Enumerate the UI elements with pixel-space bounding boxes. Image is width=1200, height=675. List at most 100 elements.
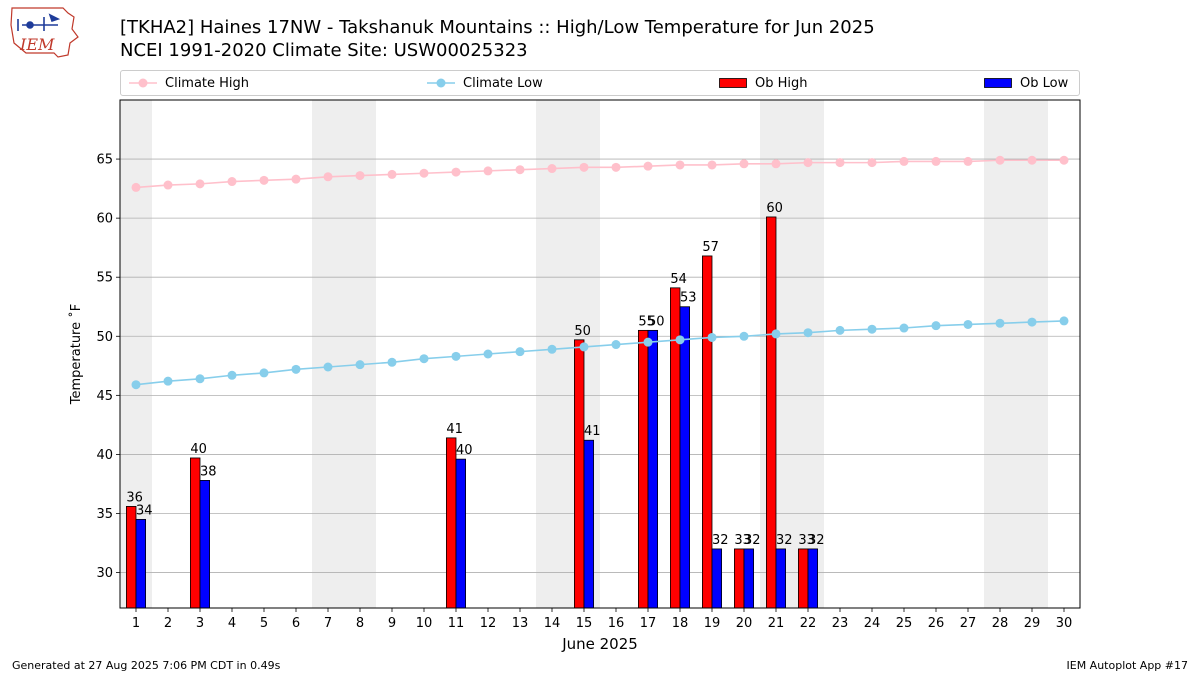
- climate-low-point-day-10: [419, 354, 429, 364]
- climate-high-point-day-28: [995, 155, 1005, 165]
- ytick-label-65: 65: [96, 153, 113, 168]
- climate-low-point-day-1: [131, 380, 141, 390]
- climate-low-point-day-17: [643, 337, 653, 347]
- x-axis-title: June 2025: [561, 635, 638, 653]
- ob-high-label-day-11: 41: [446, 422, 463, 437]
- xtick-label-14: 14: [544, 616, 561, 631]
- climate-high-point-day-21: [771, 159, 781, 169]
- climate-low-point-day-30: [1059, 316, 1069, 326]
- xtick-label-12: 12: [480, 616, 497, 631]
- ob-low-bar-day-19: [711, 548, 723, 609]
- ob-high-bar-day-21: [766, 216, 777, 609]
- climate-low-point-day-8: [355, 360, 365, 370]
- climate-low-point-day-5: [259, 368, 269, 378]
- legend-climate-high: Climate High: [129, 71, 249, 95]
- legend-ob-high-label: Ob High: [755, 75, 808, 91]
- weekend-shade-day-22: [792, 100, 824, 608]
- climate-high-point-day-13: [515, 165, 525, 175]
- legend-ob-low-label: Ob Low: [1020, 75, 1069, 91]
- climate-high-point-day-7: [323, 172, 333, 182]
- climate-low-point-day-25: [899, 323, 909, 333]
- legend-ob-high: Ob High: [719, 71, 808, 95]
- weekend-shade-day-28: [984, 100, 1016, 608]
- climate-high-line: [135, 159, 1064, 189]
- ob-low-label-day-20: 32: [744, 533, 761, 548]
- xtick-label-7: 7: [324, 616, 332, 631]
- ob-high-bar-day-18: [670, 287, 681, 609]
- ob-high-bar-day-11: [445, 437, 457, 609]
- climate-high-point-day-11: [451, 167, 461, 177]
- xtick-label-20: 20: [736, 616, 753, 631]
- ob-low-label-day-11: 40: [456, 443, 473, 458]
- xtick-label-22: 22: [800, 616, 817, 631]
- climate-low-point-day-18: [675, 335, 685, 345]
- climate-low-point-day-26: [931, 321, 941, 331]
- ob-high-label-day-19: 57: [702, 240, 719, 255]
- xtick-label-1: 1: [132, 616, 140, 631]
- xtick-label-10: 10: [416, 616, 433, 631]
- xtick-label-29: 29: [1024, 616, 1041, 631]
- climate-high-point-day-26: [931, 156, 941, 166]
- ob-low-label-day-18: 53: [680, 291, 697, 306]
- ytick-label-50: 50: [96, 330, 113, 345]
- climate-low-point-day-15: [579, 342, 589, 352]
- legend-climate-low: Climate Low: [427, 71, 543, 95]
- xtick-label-25: 25: [896, 616, 913, 631]
- legend-ob-high-swatch: [719, 78, 747, 88]
- legend-ob-low-swatch: [984, 78, 1012, 88]
- climate-low-point-day-27: [963, 319, 973, 329]
- legend-climate-low-swatch: [427, 78, 455, 88]
- ytick-label-60: 60: [96, 212, 113, 227]
- climate-low-point-day-6: [291, 364, 301, 374]
- xtick-label-13: 13: [512, 616, 529, 631]
- xtick-label-11: 11: [448, 616, 465, 631]
- climate-low-point-day-4: [227, 370, 237, 380]
- climate-low-point-day-21: [771, 329, 781, 339]
- ob-low-label-day-21: 32: [776, 533, 793, 548]
- chart-title: [TKHA2] Haines 17NW - Takshanuk Mountain…: [120, 17, 875, 38]
- climate-high-point-day-4: [227, 177, 237, 187]
- climate-low-point-day-22: [803, 328, 813, 338]
- climate-high-point-day-9: [387, 169, 397, 179]
- ob-high-bar-day-17: [638, 329, 649, 609]
- climate-low-point-day-24: [867, 324, 877, 334]
- ytick-label-40: 40: [96, 448, 113, 463]
- legend-ob-low: Ob Low: [984, 71, 1068, 95]
- climate-high-point-day-16: [611, 162, 621, 172]
- xtick-label-16: 16: [608, 616, 625, 631]
- weekend-shade-day-7: [312, 100, 344, 608]
- ob-low-bar-day-18: [679, 306, 691, 609]
- weekend-shade-day-14: [536, 100, 568, 608]
- ob-high-label-day-3: 40: [190, 442, 207, 457]
- ob-high-label-day-15: 50: [574, 324, 591, 339]
- climate-low-point-day-13: [515, 347, 525, 357]
- climate-low-line: [135, 320, 1065, 386]
- ob-high-label-day-22: 33: [798, 533, 815, 548]
- ytick-label-35: 35: [96, 507, 113, 522]
- ob-low-label-day-3: 38: [200, 464, 217, 479]
- ob-low-bar-day-20: [743, 548, 755, 609]
- xtick-label-21: 21: [768, 616, 785, 631]
- xtick-label-18: 18: [672, 616, 689, 631]
- weekend-shade-day-1: [120, 100, 152, 608]
- xtick-label-28: 28: [992, 616, 1009, 631]
- climate-low-point-day-29: [1027, 317, 1037, 327]
- chart-subtitle: NCEI 1991-2020 Climate Site: USW00025323: [120, 40, 528, 61]
- ob-high-label-day-18: 54: [670, 272, 687, 287]
- climate-high-point-day-12: [483, 166, 493, 176]
- legend-climate-high-swatch: [129, 78, 157, 88]
- climate-high-point-day-25: [899, 156, 909, 166]
- ob-high-bar-day-1: [126, 505, 137, 609]
- climate-high-point-day-27: [963, 156, 973, 166]
- ob-high-label-day-21: 60: [766, 201, 783, 216]
- weekend-shade-day-29: [1016, 100, 1048, 608]
- climate-low-point-day-2: [163, 376, 173, 386]
- xtick-label-23: 23: [832, 616, 849, 631]
- plot-frame: [119, 99, 1081, 609]
- ytick-label-45: 45: [96, 389, 113, 404]
- ob-low-bar-day-21: [775, 548, 787, 609]
- ob-high-label-day-20: 33: [734, 533, 751, 548]
- climate-low-point-day-9: [387, 357, 397, 367]
- xtick-label-26: 26: [928, 616, 945, 631]
- climate-high-point-day-18: [675, 160, 685, 170]
